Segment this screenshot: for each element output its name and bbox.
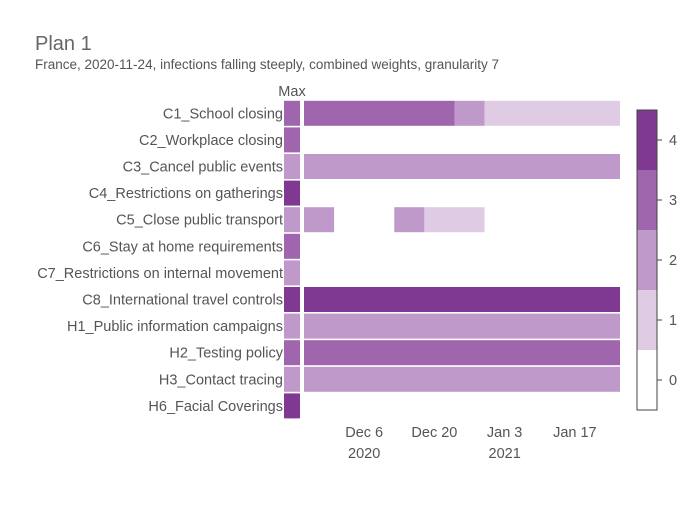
max-cell — [284, 393, 300, 419]
heatmap-cell — [484, 100, 620, 126]
category-label: C3_Cancel public events — [123, 160, 283, 176]
category-label: H1_Public information campaigns — [67, 319, 283, 335]
heatmap-row: C4_Restrictions on gatherings — [89, 180, 300, 206]
heatmap-row: H2_Testing policy — [169, 340, 620, 366]
max-cell — [284, 154, 300, 179]
x-tick-year-label: 2020 — [348, 446, 380, 462]
heatmap-cell — [424, 207, 485, 233]
heatmap-cell — [304, 313, 620, 339]
heatmap-cell — [394, 207, 425, 233]
colorbar-tick-label: 2 — [669, 253, 677, 269]
max-cell — [284, 180, 300, 206]
x-tick-label: Dec 20 — [411, 425, 457, 441]
category-label: H3_Contact tracing — [159, 372, 283, 388]
colorbar-tick-label: 0 — [669, 373, 677, 389]
x-axis: Dec 6 2020 Dec 20 Jan 3 2021 Jan 17 — [345, 425, 596, 462]
heatmap-row: C5_Close public transport — [116, 207, 485, 233]
category-label: H2_Testing policy — [169, 346, 283, 362]
heatmap-cell — [304, 366, 620, 392]
max-cell — [284, 366, 300, 392]
max-cell — [284, 260, 300, 286]
heatmap-cell — [304, 287, 620, 312]
heatmap-row: C7_Restrictions on internal movement — [37, 260, 300, 286]
heatmap-row: C3_Cancel public events — [123, 154, 620, 179]
heatmap-cell — [304, 154, 620, 179]
heatmap-cell — [304, 207, 335, 233]
colorbar-tick-label: 1 — [669, 313, 677, 329]
category-label: C2_Workplace closing — [139, 133, 283, 149]
max-cell — [284, 127, 300, 153]
category-label: C1_School closing — [163, 106, 283, 122]
category-label: C7_Restrictions on internal movement — [37, 266, 283, 282]
max-cell — [284, 287, 300, 312]
max-cell — [284, 233, 300, 259]
colorbar-band — [637, 350, 657, 410]
heatmap-row: H1_Public information campaigns — [67, 313, 620, 339]
colorbar-tick-label: 3 — [669, 193, 677, 209]
heatmap-row: C6_Stay at home requirements — [82, 233, 300, 259]
heatmap-cell — [454, 100, 485, 126]
heatmap-cell — [304, 100, 455, 126]
chart-title: Plan 1 — [35, 33, 92, 55]
heatmap-cell — [304, 340, 620, 366]
category-label: C6_Stay at home requirements — [82, 239, 283, 255]
colorbar: 0 1 2 3 4 — [636, 109, 677, 411]
max-cell — [284, 340, 300, 366]
x-tick-label: Dec 6 — [345, 425, 383, 441]
max-cell — [284, 207, 300, 233]
heatmap-rows: C1_School closing C2_Workplace closing C3_… — [37, 100, 620, 419]
colorbar-band — [637, 290, 657, 350]
heatmap-row: C2_Workplace closing — [139, 127, 300, 153]
heatmap-row: H3_Contact tracing — [159, 366, 620, 392]
colorbar-band — [637, 110, 657, 170]
colorbar-band — [637, 170, 657, 230]
colorbar-tick-label: 4 — [669, 133, 677, 149]
x-tick-label: Jan 17 — [553, 425, 597, 441]
category-label: H6_Facial Coverings — [148, 399, 283, 415]
heatmap-row: H6_Facial Coverings — [148, 393, 300, 419]
x-tick-label: Jan 3 — [487, 425, 522, 441]
max-column-label: Max — [278, 84, 306, 100]
heatmap-row: C8_International travel controls — [82, 287, 620, 312]
category-label: C5_Close public transport — [116, 213, 283, 229]
colorbar-band — [637, 230, 657, 290]
max-cell — [284, 313, 300, 339]
x-tick-year-label: 2021 — [489, 446, 521, 462]
category-label: C4_Restrictions on gatherings — [89, 186, 283, 202]
category-label: C8_International travel controls — [82, 293, 283, 309]
chart-subtitle: France, 2020-11-24, infections falling s… — [35, 57, 499, 72]
max-cell — [284, 100, 300, 126]
heatmap-row: C1_School closing — [163, 100, 620, 126]
